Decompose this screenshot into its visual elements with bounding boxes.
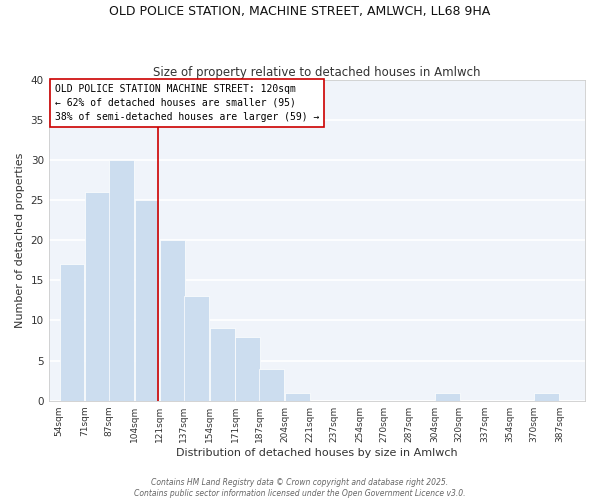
Bar	[59, 264, 84, 400]
Y-axis label: Number of detached properties: Number of detached properties	[15, 152, 25, 328]
Bar	[235, 336, 260, 400]
Bar	[85, 192, 110, 400]
Bar	[535, 392, 559, 400]
Bar	[184, 296, 209, 401]
Bar	[435, 392, 460, 400]
Text: OLD POLICE STATION, MACHINE STREET, AMLWCH, LL68 9HA: OLD POLICE STATION, MACHINE STREET, AMLW…	[109, 5, 491, 18]
Bar	[285, 392, 310, 400]
X-axis label: Distribution of detached houses by size in Amlwch: Distribution of detached houses by size …	[176, 448, 458, 458]
Text: OLD POLICE STATION MACHINE STREET: 120sqm
← 62% of detached houses are smaller (: OLD POLICE STATION MACHINE STREET: 120sq…	[55, 84, 319, 122]
Text: Contains HM Land Registry data © Crown copyright and database right 2025.
Contai: Contains HM Land Registry data © Crown c…	[134, 478, 466, 498]
Bar	[210, 328, 235, 400]
Bar	[109, 160, 134, 400]
Title: Size of property relative to detached houses in Amlwch: Size of property relative to detached ho…	[153, 66, 481, 78]
Bar	[160, 240, 185, 400]
Bar	[259, 368, 284, 400]
Bar	[135, 200, 160, 400]
